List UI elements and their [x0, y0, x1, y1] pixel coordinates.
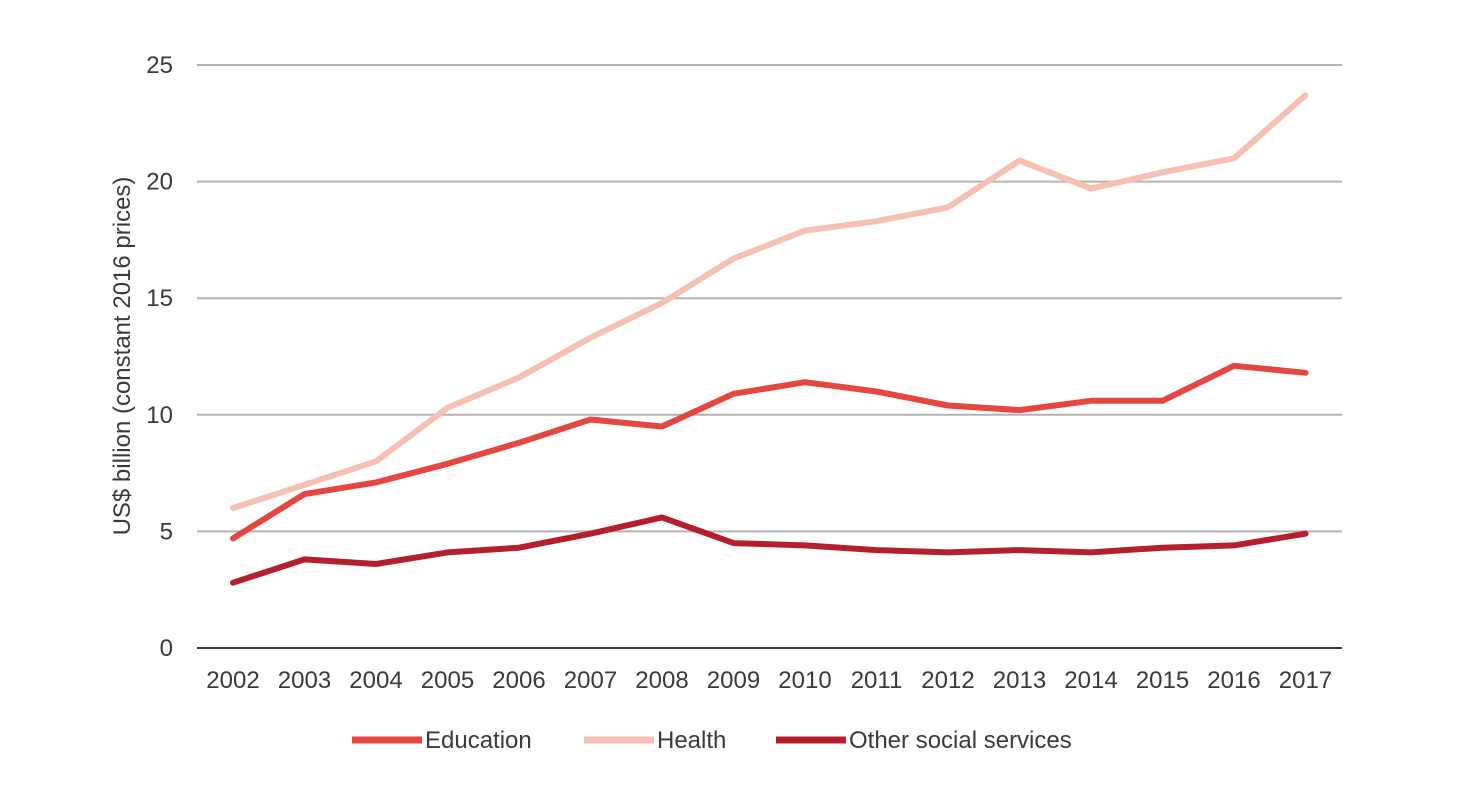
- series-line-health: [230, 92, 1309, 512]
- series-line-other-social-services: [230, 514, 1309, 586]
- x-tick-label: 2008: [635, 667, 688, 694]
- y-axis-title: US$ billion (constant 2016 prices): [109, 177, 136, 536]
- gridlines: [197, 64, 1342, 649]
- y-tick-label: 0: [160, 635, 173, 662]
- x-tick-label: 2009: [707, 667, 760, 694]
- y-tick-label: 5: [160, 518, 173, 545]
- x-tick-label: 2016: [1207, 667, 1260, 694]
- x-tick-label: 2010: [778, 667, 831, 694]
- x-tick-label: 2011: [851, 667, 903, 694]
- legend: Education Health Other social services: [352, 727, 1072, 754]
- x-tick-label: 2013: [993, 667, 1046, 694]
- x-tick-label: 2014: [1064, 667, 1117, 694]
- x-tick-label: 2004: [349, 667, 402, 694]
- y-tick-label: 20: [146, 169, 173, 196]
- y-tick-label: 10: [146, 402, 173, 429]
- legend-item: Other social services: [776, 727, 1072, 754]
- x-tick-label: 2017: [1279, 667, 1332, 694]
- x-axis-ticks: 2002 2003 2004 2005 2006 2007 2008 2009 2010 2011…: [206, 667, 1332, 694]
- x-tick-label: 2015: [1136, 667, 1189, 694]
- legend-label: Education: [425, 727, 532, 754]
- x-tick-label: 2006: [492, 667, 545, 694]
- y-axis-ticks: 0 5 10 15 20 25: [146, 52, 173, 662]
- y-tick-label: 15: [146, 285, 173, 312]
- legend-label: Health: [657, 727, 726, 754]
- y-tick-label: 25: [146, 52, 173, 79]
- series-line-education: [230, 362, 1309, 542]
- legend-label: Other social services: [849, 727, 1072, 754]
- x-tick-label: 2005: [421, 667, 474, 694]
- x-tick-label: 2003: [278, 667, 331, 694]
- x-tick-label: 2007: [564, 667, 617, 694]
- x-tick-label: 2012: [921, 667, 974, 694]
- series-lines: [230, 92, 1309, 586]
- legend-item: Health: [584, 727, 726, 754]
- x-tick-label: 2002: [206, 667, 259, 694]
- legend-item: Education: [352, 727, 532, 754]
